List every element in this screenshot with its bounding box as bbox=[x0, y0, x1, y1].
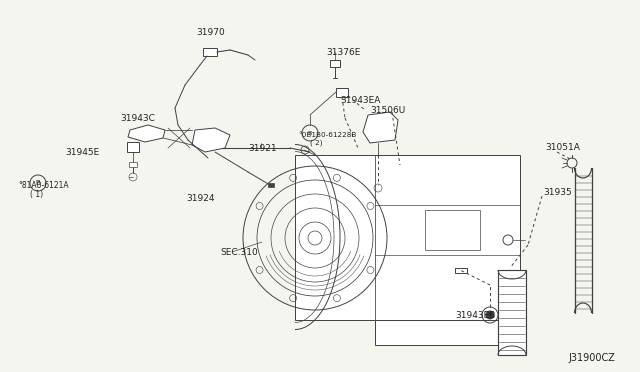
Bar bbox=[129, 162, 137, 167]
Text: °81A0-6121A: °81A0-6121A bbox=[18, 180, 68, 189]
Circle shape bbox=[486, 311, 494, 319]
Text: B: B bbox=[488, 312, 492, 317]
Polygon shape bbox=[363, 112, 398, 143]
Bar bbox=[455, 268, 467, 273]
Bar bbox=[375, 320, 520, 345]
Text: 31943EB: 31943EB bbox=[455, 311, 495, 321]
Bar bbox=[330, 60, 340, 67]
Bar bbox=[498, 270, 526, 355]
Text: ( 1): ( 1) bbox=[30, 189, 43, 199]
Bar bbox=[268, 183, 274, 187]
Polygon shape bbox=[192, 128, 230, 152]
Bar bbox=[127, 142, 139, 152]
Text: 31970: 31970 bbox=[196, 28, 225, 36]
Text: SEC.310: SEC.310 bbox=[220, 247, 258, 257]
Bar bbox=[425, 210, 480, 250]
Text: 31943EA: 31943EA bbox=[340, 96, 380, 105]
Text: 31376E: 31376E bbox=[326, 48, 360, 57]
Bar bbox=[203, 48, 217, 56]
Text: 31051A: 31051A bbox=[545, 142, 580, 151]
Polygon shape bbox=[128, 125, 165, 142]
Text: °0B1B0-61228B: °0B1B0-61228B bbox=[298, 132, 356, 138]
Text: ( 2): ( 2) bbox=[310, 140, 323, 146]
Text: 31943C: 31943C bbox=[120, 113, 155, 122]
Text: J31900CZ: J31900CZ bbox=[568, 353, 615, 363]
Text: 31506U: 31506U bbox=[370, 106, 405, 115]
Text: 31945E: 31945E bbox=[65, 148, 99, 157]
Bar bbox=[336, 88, 348, 97]
Text: 31921: 31921 bbox=[248, 144, 276, 153]
Text: 31935: 31935 bbox=[543, 187, 572, 196]
Text: B: B bbox=[308, 131, 312, 135]
Bar bbox=[295, 155, 520, 320]
Text: B: B bbox=[36, 180, 40, 186]
Text: 31924: 31924 bbox=[186, 193, 214, 202]
